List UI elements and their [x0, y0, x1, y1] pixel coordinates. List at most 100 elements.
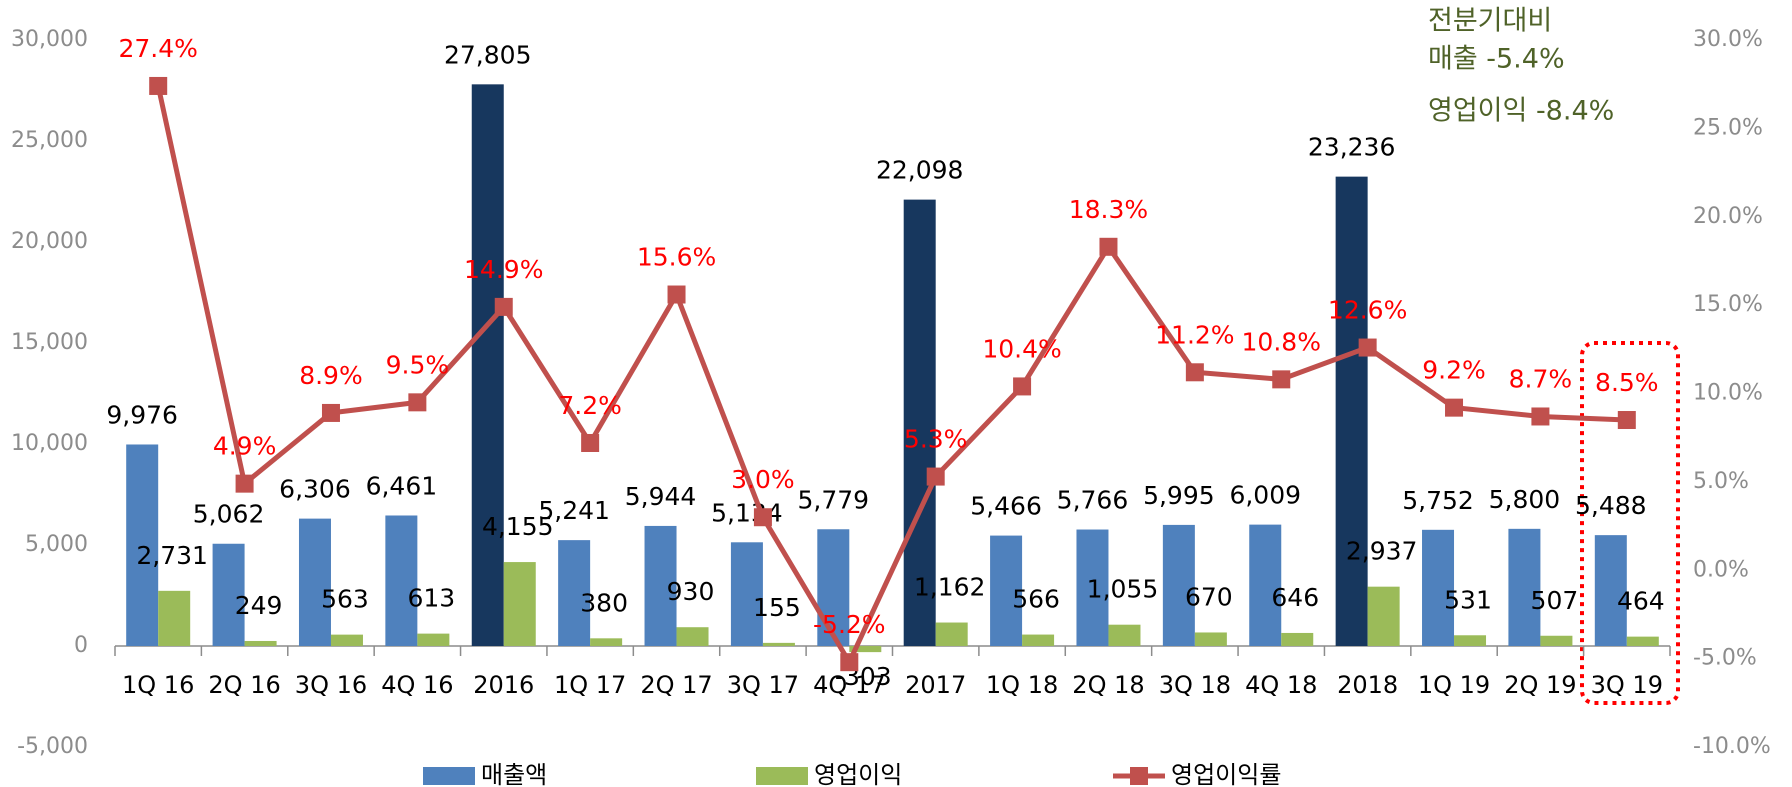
bar: [1540, 635, 1573, 646]
data-label: 8.5%: [1595, 368, 1659, 397]
bar: [817, 529, 850, 646]
y-tick-label: 15,000: [11, 330, 88, 355]
data-label: 4,155: [482, 512, 554, 541]
data-label: 5.3%: [904, 425, 968, 454]
data-label: 8.9%: [299, 361, 363, 390]
data-label: 9.2%: [1422, 356, 1486, 385]
bar: [1594, 535, 1627, 646]
bar: [903, 199, 936, 646]
x-tick-label: 2Q 17: [640, 671, 712, 699]
y2-tick-label: 0.0%: [1693, 557, 1749, 582]
marker: [1617, 411, 1636, 430]
bar: [849, 646, 882, 653]
x-tick-label: 1Q 17: [554, 671, 626, 699]
x-tick-label: 2017: [905, 671, 966, 699]
bar: [158, 590, 191, 646]
x-tick-label: 3Q 18: [1159, 671, 1231, 699]
annotation: 영업이익 -8.4%: [1428, 96, 1614, 127]
marker: [1272, 370, 1291, 389]
data-label: 5,944: [625, 482, 697, 511]
data-label: 11.2%: [1155, 320, 1234, 349]
data-label: 930: [667, 577, 715, 606]
annotation: 매출 -5.4%: [1428, 44, 1565, 75]
y2-tick-label: 30.0%: [1693, 27, 1763, 52]
bar: [1335, 176, 1368, 646]
x-tick-label: 4Q 18: [1245, 671, 1317, 699]
legend-swatch: [423, 767, 475, 785]
marker: [494, 297, 513, 316]
data-label: 7.2%: [558, 391, 622, 420]
bar: [1281, 632, 1314, 646]
data-label: 5,752: [1402, 486, 1474, 515]
bar: [990, 535, 1023, 646]
x-tick-label: 2Q 19: [1504, 671, 1576, 699]
data-label: 15.6%: [637, 243, 716, 272]
bar: [1194, 632, 1227, 646]
marker: [149, 76, 168, 95]
bar: [1162, 524, 1195, 646]
y2-tick-label: 25.0%: [1693, 115, 1763, 140]
data-label: 6,461: [366, 471, 438, 500]
bar: [1249, 524, 1282, 646]
marker: [1185, 363, 1204, 382]
bar: [385, 515, 418, 646]
marker: [926, 467, 945, 486]
y-tick-label: 10,000: [11, 431, 88, 456]
bar: [1508, 528, 1541, 646]
data-label: 22,098: [876, 156, 963, 185]
legend-label: 영업이익률: [1171, 761, 1281, 787]
data-label: 531: [1444, 585, 1492, 614]
bar: [503, 562, 536, 646]
y-tick-label: 5,000: [25, 532, 88, 557]
data-label: 249: [235, 591, 283, 620]
bar: [1108, 624, 1141, 646]
y-tick-label: 20,000: [11, 229, 88, 254]
data-label: 27,805: [444, 40, 531, 69]
x-tick-label: 4Q 16: [381, 671, 453, 699]
bar: [417, 633, 450, 646]
x-tick-label: 2Q 16: [208, 671, 280, 699]
legend-label: 매출액: [481, 761, 547, 787]
data-label: 6,009: [1229, 481, 1301, 510]
bar: [935, 622, 968, 646]
bar: [330, 634, 363, 646]
data-label: 18.3%: [1069, 195, 1148, 224]
data-label: 1,055: [1087, 575, 1159, 604]
marker: [321, 403, 340, 422]
y2-tick-label: -10.0%: [1693, 734, 1771, 759]
data-label: 5,995: [1143, 481, 1215, 510]
bar: [558, 540, 591, 646]
legend-label: 영업이익: [814, 761, 902, 787]
data-label: 5,779: [798, 485, 870, 514]
x-tick-label: 2018: [1337, 671, 1398, 699]
y-tick-label: 30,000: [11, 27, 88, 52]
bar: [676, 627, 709, 646]
marker: [1445, 398, 1464, 417]
bar: [298, 518, 331, 646]
bar: [590, 638, 623, 646]
marker: [1358, 338, 1377, 357]
data-label: 566: [1012, 585, 1060, 614]
data-label: 1,162: [914, 573, 986, 602]
data-label: 5,134: [711, 498, 783, 527]
marker: [408, 393, 427, 412]
bar: [762, 642, 795, 646]
data-label: 464: [1617, 587, 1665, 616]
bar: [1076, 529, 1109, 646]
data-label: 507: [1531, 586, 1579, 615]
bar: [1022, 634, 1055, 646]
legend-swatch: [756, 767, 808, 785]
bar: [1422, 529, 1455, 646]
bar: [471, 84, 504, 647]
data-label: 9,976: [106, 400, 178, 429]
data-label: 563: [321, 585, 369, 614]
marker: [581, 433, 600, 452]
data-label: 14.9%: [464, 255, 543, 284]
data-label: 613: [408, 584, 456, 613]
data-label: 6,306: [279, 475, 351, 504]
data-label: 155: [753, 593, 801, 622]
annotation: 전분기대비: [1428, 6, 1552, 37]
data-label: 646: [1271, 583, 1319, 612]
data-label: 3.0%: [731, 465, 795, 494]
